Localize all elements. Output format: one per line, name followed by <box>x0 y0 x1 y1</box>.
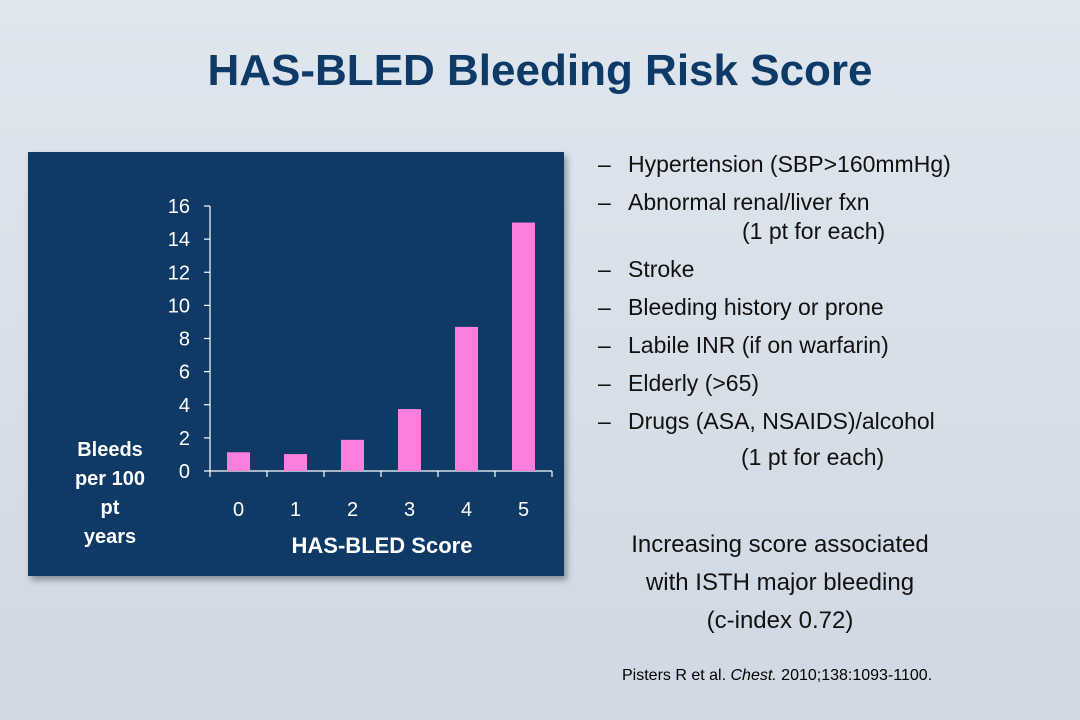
x-tick-label: 5 <box>518 499 529 521</box>
summary-line: (c-index 0.72) <box>706 607 854 634</box>
list-item: – Hypertension (SBP>160mmHg) <box>598 150 1068 179</box>
slide-title: HAS-BLED Bleeding Risk Score <box>207 46 873 95</box>
bar <box>455 326 478 471</box>
y-tick-label: 10 <box>168 295 190 317</box>
y-tick-label: 12 <box>168 262 190 284</box>
bar <box>341 439 364 471</box>
dash-marker: – <box>598 256 611 282</box>
x-tick-label: 4 <box>461 499 472 521</box>
summary-text: Increasing score associated with ISTH ma… <box>600 526 960 640</box>
dash-marker: – <box>598 408 611 434</box>
citation-authors: Pisters R et al. <box>622 667 731 684</box>
dash-marker: – <box>598 332 611 358</box>
x-axis-label: HAS-BLED Score <box>292 533 473 558</box>
list-item-text: Abnormal renal/liver fxn <box>628 189 870 215</box>
list-item-note: (1 pt for each) <box>742 218 886 244</box>
list-item-text: Elderly (>65) <box>628 370 760 396</box>
chart-panel: 0 2 4 6 8 10 12 14 16 0 1 2 3 4 5 HAS-BLED Score Bleeds… <box>28 152 564 576</box>
list-item-text: Hypertension (SBP>160mmHg) <box>628 151 951 177</box>
list-item-note: (1 pt for each) <box>741 444 885 470</box>
y-axis-label-line: Bleeds <box>77 439 143 461</box>
citation-journal: Chest. <box>730 667 777 684</box>
list-item-text: Labile INR (if on warfarin) <box>628 332 889 358</box>
list-item: – Abnormal renal/liver fxn (1 pt for eac… <box>598 188 1068 246</box>
list-item-text: Drugs (ASA, NSAIDS)/alcohol <box>628 408 935 434</box>
y-axis-label-line: pt <box>100 497 120 519</box>
bar <box>227 452 250 471</box>
y-tick-label: 2 <box>179 428 190 450</box>
risk-factor-list: – Hypertension (SBP>160mmHg) – Abnormal … <box>598 150 1068 481</box>
y-axis-label-line: years <box>83 526 137 548</box>
bar <box>284 454 307 471</box>
y-axis-label-line: per 100 <box>74 468 146 490</box>
bar <box>512 222 535 471</box>
x-tick-label: 2 <box>347 499 358 521</box>
list-item-text: Stroke <box>628 256 695 282</box>
y-tick-label: 4 <box>179 395 190 417</box>
dash-marker: – <box>598 370 611 396</box>
bar <box>398 409 421 471</box>
dash-marker: – <box>598 189 611 215</box>
y-tick-label: 16 <box>168 196 190 218</box>
list-item: – Bleeding history or prone <box>598 293 1068 322</box>
dash-marker: – <box>598 294 611 320</box>
list-item-text: Bleeding history or prone <box>628 294 884 320</box>
y-tick-label: 8 <box>179 329 190 351</box>
dash-marker: – <box>598 151 611 177</box>
x-tick-label: 0 <box>233 499 244 521</box>
list-item: – Drugs (ASA, NSAIDS)/alcohol <box>598 407 1068 436</box>
list-item: – Stroke <box>598 255 1068 284</box>
citation: Pisters R et al. Chest. 2010;138:1093-11… <box>622 667 932 685</box>
citation-details: 2010;138:1093-1100. <box>776 667 933 684</box>
y-axis-label: Bleeds per 100 pt years <box>42 436 178 552</box>
summary-line: Increasing score associated <box>631 531 929 558</box>
x-tick-label: 3 <box>404 499 415 521</box>
list-item: – Labile INR (if on warfarin) <box>598 331 1068 360</box>
y-tick-label: 6 <box>179 362 190 384</box>
y-tick-label: 0 <box>179 461 190 483</box>
list-item: – Elderly (>65) <box>598 369 1068 398</box>
summary-line: with ISTH major bleeding <box>645 569 915 596</box>
x-tick-label: 1 <box>290 499 301 521</box>
y-tick-label: 14 <box>168 229 190 251</box>
